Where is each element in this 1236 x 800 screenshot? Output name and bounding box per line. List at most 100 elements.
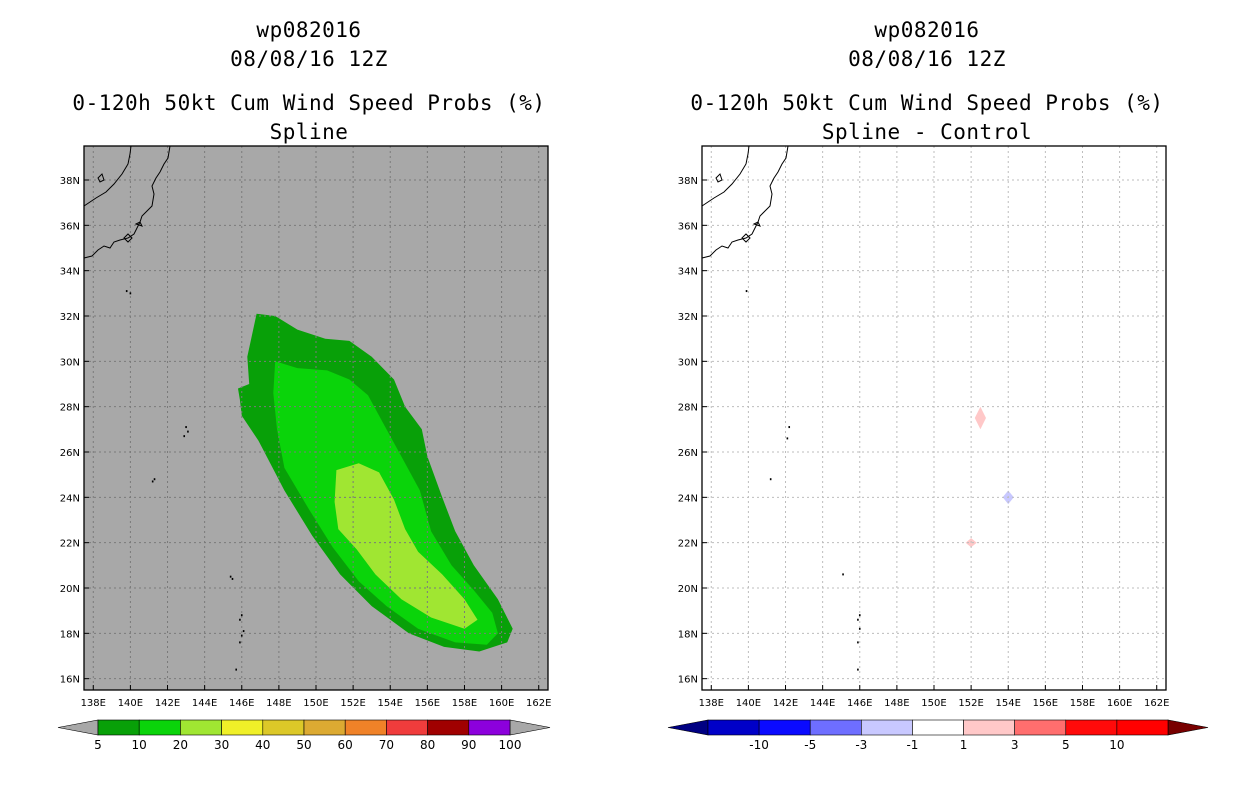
y-tick-label: 16N (678, 675, 698, 686)
colorbar-label: 10 (1109, 738, 1124, 752)
colorbar-swatch (427, 719, 470, 736)
colorbar-swatch (1116, 719, 1169, 736)
colorbar-label: 60 (338, 738, 353, 752)
x-tick-label: 148E (266, 698, 291, 709)
colorbar-label: -1 (906, 738, 918, 752)
colorbar-left-arrow (57, 719, 99, 736)
y-tick-label: 34N (678, 267, 698, 278)
y-tick-label: 28N (60, 403, 80, 414)
colorbar-label: 5 (1062, 738, 1070, 752)
island (842, 573, 844, 576)
colorbar-swatch (963, 719, 1015, 736)
colorbar-label: 30 (214, 738, 229, 752)
island (185, 426, 187, 429)
method-subtitle: Spline - Control (821, 120, 1033, 144)
y-tick-label: 24N (60, 493, 80, 504)
probability-map: 138E 140E 142E 144E 146E 148E 150E 152E 154E 156E… (57, 145, 551, 752)
x-tick-label: 142E (155, 698, 180, 709)
right-panel: wp082016 08/08/16 12Z 0-120h 50kt Cum Wi… (618, 0, 1236, 800)
island (769, 478, 772, 481)
x-tick-label: 154E (378, 698, 403, 709)
y-tick-label: 22N (60, 539, 80, 550)
island (857, 618, 859, 621)
x-tick-label: 146E (229, 698, 254, 709)
y-tick-label: 36N (60, 221, 80, 232)
colorbar-right-arrow (509, 719, 551, 736)
island (231, 577, 234, 580)
y-tick-label: 18N (678, 629, 698, 640)
island (235, 668, 237, 671)
x-tick-label: 150E (303, 698, 328, 709)
x-tick-label: 162E (526, 698, 551, 709)
x-tick-label: 144E (810, 698, 835, 709)
y-tick-label: 26N (678, 448, 698, 459)
island (129, 292, 132, 295)
x-tick-label: 156E (415, 698, 440, 709)
x-tick-label: 140E (736, 698, 761, 709)
y-tick-label: 28N (678, 403, 698, 414)
product-title: 0-120h 50kt Cum Wind Speed Probs (%) (72, 91, 546, 115)
colorbar-swatch (221, 719, 264, 736)
contour-level-1 (974, 406, 986, 430)
colorbar-label: 90 (461, 738, 476, 752)
island (786, 437, 789, 440)
colorbar-swatch (1065, 719, 1118, 736)
product-title: 0-120h 50kt Cum Wind Speed Probs (%) (690, 91, 1164, 115)
x-tick-label: 150E (921, 698, 946, 709)
island (745, 290, 748, 293)
island (242, 630, 245, 633)
x-tick-label: 158E (1070, 698, 1095, 709)
y-tick-label: 32N (678, 312, 698, 323)
y-tick-label: 16N (60, 675, 80, 686)
x-tick-label: 162E (1144, 698, 1169, 709)
x-tick-label: 160E (489, 698, 514, 709)
colorbar-label: 5 (94, 738, 102, 752)
colorbar-label: 50 (296, 738, 311, 752)
y-tick-label: 20N (678, 584, 698, 595)
colorbar-swatch (707, 719, 760, 736)
y-tick-label: 30N (60, 357, 80, 368)
island (187, 430, 189, 433)
x-tick-label: 140E (118, 698, 143, 709)
colorbar-label: 70 (379, 738, 394, 752)
x-tick-label: 148E (884, 698, 909, 709)
y-tick-label: 36N (678, 221, 698, 232)
island (239, 618, 241, 621)
coastline-islets (715, 173, 761, 243)
island (229, 575, 232, 578)
colorbar-swatch (1014, 719, 1067, 736)
island (858, 614, 861, 617)
colorbar-swatch (180, 719, 222, 736)
colorbar-label: 10 (132, 738, 147, 752)
y-tick-label: 30N (678, 357, 698, 368)
colorbar-label: 3 (1011, 738, 1019, 752)
y-tick-label: 20N (60, 584, 80, 595)
x-tick-label: 160E (1107, 698, 1132, 709)
coastline-group (83, 145, 171, 259)
coastline-group (701, 145, 789, 259)
island (857, 668, 859, 671)
forecast-date: 08/08/16 12Z (230, 47, 388, 71)
x-tick-label: 158E (452, 698, 477, 709)
island (240, 614, 243, 617)
colorbar-label: 40 (255, 738, 270, 752)
storm-id: wp082016 (256, 18, 362, 42)
colorbar-label: -3 (855, 738, 867, 752)
island (151, 480, 154, 483)
left-panel: wp082016 08/08/16 12Z 0-120h 50kt Cum Wi… (57, 18, 551, 752)
colorbar-left-arrow (667, 719, 709, 736)
island (183, 435, 186, 438)
colorbar-swatch (758, 719, 811, 736)
forecast-date: 08/08/16 12Z (848, 47, 1006, 71)
x-tick-label: 144E (192, 698, 217, 709)
colorbar-swatch (912, 719, 964, 736)
x-tick-label: 154E (996, 698, 1021, 709)
y-tick-label: 26N (60, 448, 80, 459)
island (240, 634, 243, 637)
colorbar-swatch (97, 719, 140, 736)
colorbar-right-arrow (1167, 719, 1209, 736)
x-tick-label: 152E (340, 698, 365, 709)
colorbar-label: -10 (749, 738, 769, 752)
colorbar-swatch (262, 719, 305, 736)
island (788, 426, 791, 429)
